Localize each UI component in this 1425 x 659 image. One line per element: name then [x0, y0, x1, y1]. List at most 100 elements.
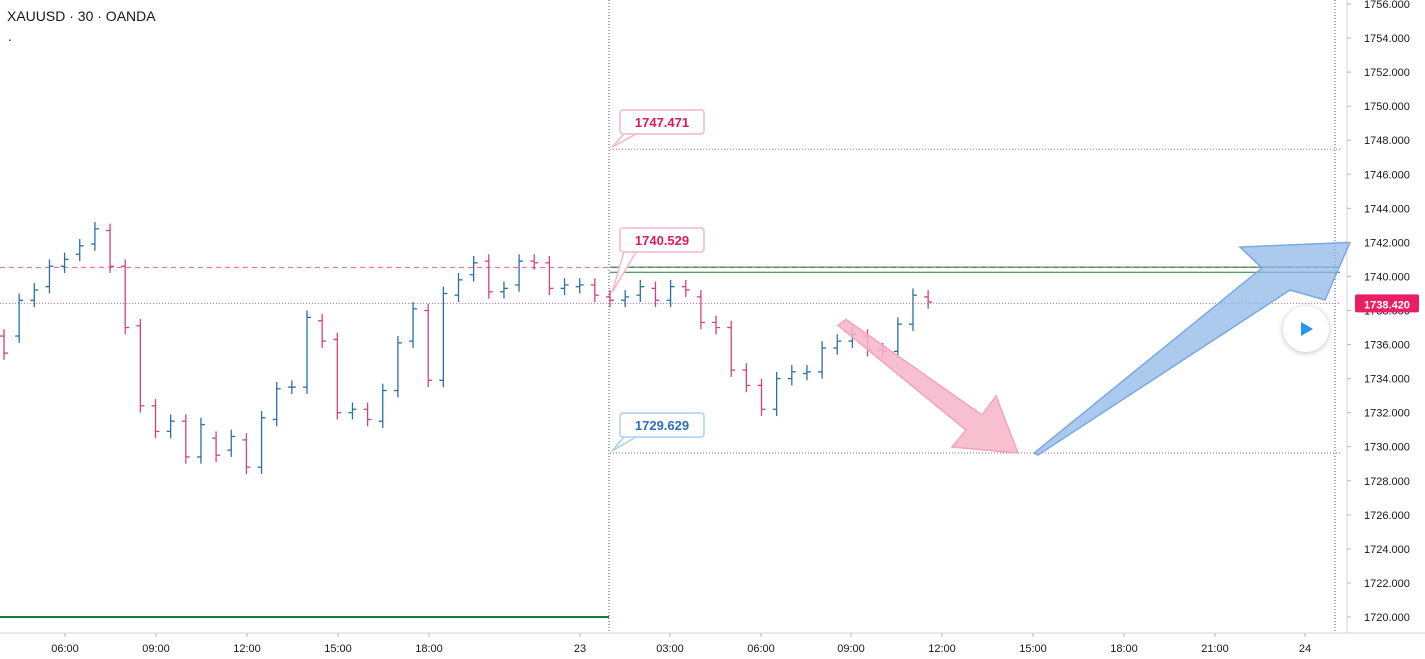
ohlc-bar	[409, 301, 418, 348]
ohlc-bar	[757, 378, 766, 417]
ohlc-bar	[712, 315, 721, 335]
ohlc-bar	[272, 382, 281, 427]
price-tick-label: 1720.000	[1364, 612, 1410, 624]
callout-label: 1740.529	[635, 233, 689, 248]
price-level-callout[interactable]: 1729.629	[611, 412, 705, 452]
callout-label: 1747.471	[635, 115, 689, 130]
ohlc-bar	[75, 238, 84, 262]
ohlc-bar	[484, 254, 493, 299]
price-tick-label: 1744.000	[1364, 203, 1410, 215]
ohlc-bar	[45, 259, 54, 294]
price-tick-label: 1746.000	[1364, 169, 1410, 181]
time-tick-label: 03:00	[656, 643, 684, 655]
ohlc-bar	[909, 288, 917, 331]
ohlc-bar	[469, 256, 478, 282]
ohlc-bar	[333, 332, 342, 420]
ohlc-bar	[802, 364, 811, 381]
ohlc-bar	[772, 371, 781, 417]
ohlc-bar	[893, 317, 902, 359]
ohlc-bar	[454, 273, 463, 302]
price-tick-label: 1748.000	[1364, 135, 1410, 147]
price-tick-label: 1722.000	[1364, 578, 1410, 590]
down-projection-arrow	[836, 318, 1020, 454]
ohlc-bar	[90, 221, 99, 251]
time-tick-label: 24	[1299, 643, 1311, 655]
price-tick-label: 1728.000	[1364, 476, 1410, 488]
time-tick-label: 15:00	[1019, 643, 1047, 655]
ohlc-bar	[303, 310, 311, 394]
callout-tail	[611, 436, 637, 452]
ohlc-bar	[227, 429, 236, 457]
ohlc-bar	[318, 313, 327, 348]
price-tick-label: 1736.000	[1364, 340, 1410, 352]
level-callouts: 1747.471 1740.529 1729.629	[611, 109, 705, 452]
legend-subline: .	[8, 28, 12, 44]
ohlc-bar	[787, 364, 796, 386]
callout-tail	[611, 133, 637, 148]
ohlc-bar	[393, 336, 402, 398]
ohlc-bar	[212, 431, 221, 463]
ohlc-bar	[499, 281, 508, 299]
time-axis[interactable]: 06:00 09:00 12:00 15:00 18:00 23 03:00 06:00 09:…	[51, 633, 1311, 655]
ohlc-bar	[439, 286, 448, 388]
price-axis[interactable]: 1720.000 1722.000 1724.000 1726.000 1728.000…	[1347, 0, 1419, 624]
ohlc-bar	[681, 279, 690, 297]
callout-box	[619, 227, 705, 253]
ohlc-bar	[515, 254, 524, 292]
ohlc-bar	[530, 254, 539, 270]
ohlc-bar	[60, 252, 69, 274]
ohlc-bar	[287, 380, 296, 394]
price-level-callout[interactable]: 1740.529	[611, 227, 705, 293]
time-tick-label: 06:00	[51, 643, 79, 655]
ohlc-bars	[0, 221, 933, 474]
current-price-badge: 1738.420	[1355, 294, 1419, 313]
price-tick-label: 1742.000	[1364, 237, 1410, 249]
callout-box	[619, 109, 705, 135]
time-tick-label: 23	[574, 643, 586, 655]
callout-label: 1729.629	[635, 418, 689, 433]
ohlc-bar	[348, 402, 357, 420]
ohlc-bar	[651, 281, 660, 308]
ohlc-bar	[621, 290, 630, 308]
ohlc-bar	[606, 290, 614, 308]
price-tick-label: 1752.000	[1364, 67, 1410, 79]
time-tick-label: 12:00	[928, 643, 956, 655]
ohlc-bar	[560, 278, 569, 296]
ohlc-bar	[15, 293, 24, 343]
ohlc-bar	[0, 329, 8, 360]
price-tick-label: 1730.000	[1364, 442, 1410, 454]
ohlc-bar	[196, 417, 205, 464]
up-projection-arrow	[1032, 241, 1352, 456]
time-tick-label: 06:00	[747, 643, 775, 655]
time-tick-label: 12:00	[233, 643, 261, 655]
chart-gridlines	[0, 0, 1425, 634]
ohlc-bar	[121, 259, 130, 335]
ohlc-bar	[924, 290, 933, 309]
ohlc-bar	[242, 433, 251, 474]
price-tick-label: 1724.000	[1364, 544, 1410, 556]
ohlc-bar	[181, 414, 190, 464]
time-tick-label: 15:00	[324, 643, 352, 655]
symbol-legend: XAUUSD · 30 · OANDA	[7, 8, 156, 24]
price-badge-bg	[1355, 294, 1419, 313]
ohlc-bar	[818, 341, 827, 379]
ohlc-bar	[424, 303, 433, 388]
ohlc-bar	[363, 402, 372, 427]
price-tick-label: 1754.000	[1364, 33, 1410, 45]
ohlc-bar	[151, 399, 160, 439]
callout-box	[619, 412, 705, 438]
price-badge-label: 1738.420	[1364, 299, 1410, 311]
ohlc-bar	[636, 279, 645, 302]
price-tick-label: 1740.000	[1364, 271, 1410, 283]
ohlc-bar	[30, 283, 39, 308]
time-tick-label: 09:00	[837, 643, 865, 655]
replay-button[interactable]	[1283, 306, 1329, 352]
time-tick-label: 21:00	[1201, 643, 1229, 655]
ohlc-bar	[696, 290, 705, 330]
ohlc-bar	[590, 278, 599, 302]
ohlc-bar	[727, 320, 736, 377]
price-level-callout[interactable]: 1747.471	[611, 109, 705, 148]
callout-tail	[611, 251, 637, 293]
ohlc-bar	[833, 334, 842, 355]
